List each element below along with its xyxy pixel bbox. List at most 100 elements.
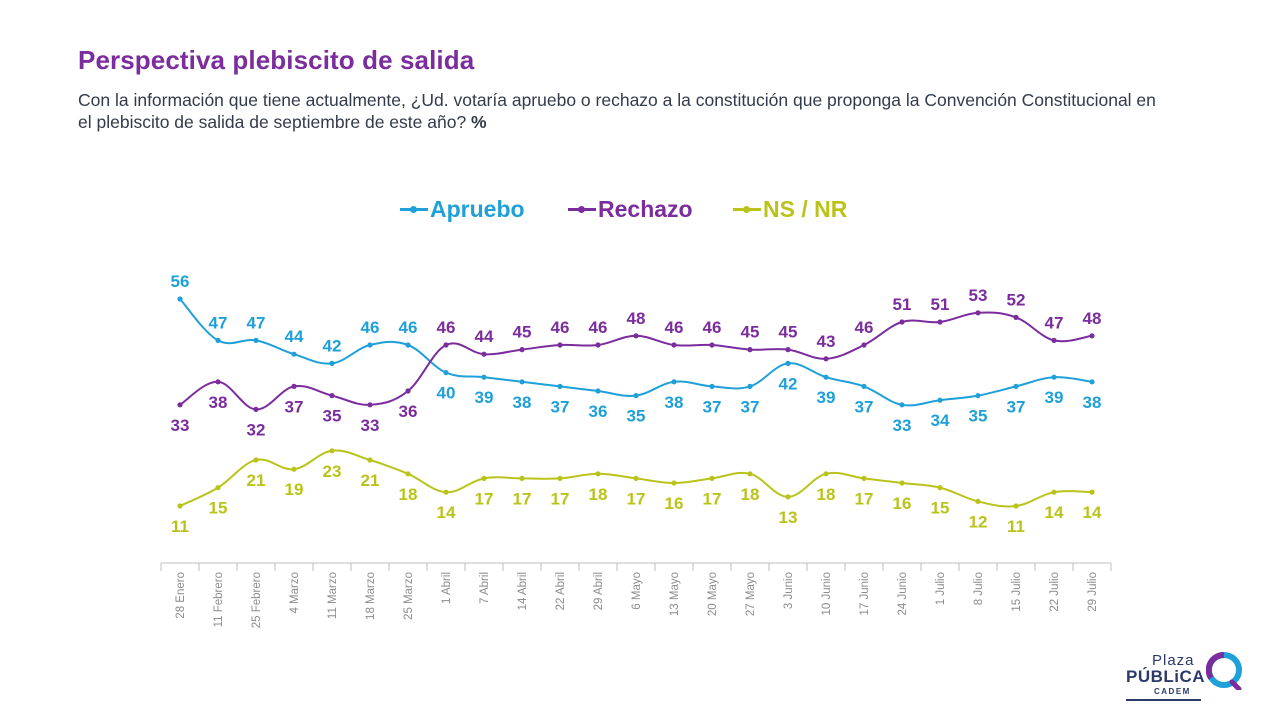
data-point-nsnr [1051, 489, 1057, 495]
data-point-nsnr [215, 485, 221, 491]
data-label-rechazo: 32 [247, 420, 266, 439]
legend-swatch-nsnr [733, 193, 761, 225]
x-tick-label: 15 Julio [1011, 572, 1023, 612]
data-point-nsnr [747, 471, 753, 477]
legend-item-rechazo: Rechazo [568, 193, 693, 225]
data-label-nsnr: 15 [931, 499, 950, 518]
logo-mark-icon [1206, 652, 1242, 690]
data-label-nsnr: 21 [361, 471, 380, 490]
data-point-apruebo [899, 402, 905, 408]
data-point-nsnr [443, 489, 449, 495]
data-point-nsnr [291, 466, 297, 472]
x-tick-label: 29 Julio [1087, 572, 1099, 612]
data-label-nsnr: 18 [399, 485, 418, 504]
data-label-rechazo: 48 [627, 309, 646, 328]
data-point-nsnr [1013, 503, 1019, 509]
x-tick-label: 8 Julio [973, 572, 985, 605]
data-point-nsnr [519, 475, 525, 481]
data-point-rechazo [557, 342, 563, 348]
x-tick-label: 27 Mayo [745, 572, 757, 616]
data-label-nsnr: 16 [893, 494, 912, 513]
logo-text-publica: PÚBLiCA [1126, 667, 1206, 686]
data-label-rechazo: 47 [1045, 313, 1064, 332]
data-label-apruebo: 33 [893, 416, 912, 435]
data-point-nsnr [329, 448, 335, 454]
data-label-apruebo: 37 [741, 397, 760, 416]
data-label-rechazo: 45 [513, 323, 532, 342]
x-tick-label: 18 Marzo [365, 572, 377, 620]
data-label-rechazo: 52 [1007, 290, 1026, 309]
x-tick-label: 4 Marzo [289, 572, 301, 614]
data-label-apruebo: 37 [855, 397, 874, 416]
data-label-apruebo: 44 [285, 327, 304, 346]
x-tick-label: 17 Junio [859, 572, 871, 615]
data-point-apruebo [1051, 374, 1057, 380]
data-point-rechazo [177, 402, 183, 408]
data-label-apruebo: 35 [627, 407, 646, 426]
data-point-rechazo [405, 388, 411, 394]
data-label-rechazo: 33 [171, 416, 190, 435]
data-label-nsnr: 15 [209, 499, 228, 518]
data-label-nsnr: 12 [969, 512, 988, 531]
x-tick-label: 10 Junio [821, 572, 833, 615]
data-label-rechazo: 44 [475, 327, 494, 346]
data-label-nsnr: 17 [627, 489, 646, 508]
data-point-rechazo [671, 342, 677, 348]
data-label-nsnr: 17 [703, 489, 722, 508]
data-label-apruebo: 46 [399, 318, 418, 337]
data-point-apruebo [747, 383, 753, 389]
page-title: Perspectiva plebiscito de salida [78, 45, 475, 75]
data-point-nsnr [1089, 489, 1095, 495]
data-point-nsnr [861, 475, 867, 481]
data-label-nsnr: 11 [1007, 517, 1025, 536]
data-point-apruebo [975, 393, 981, 399]
data-label-apruebo: 38 [665, 393, 684, 412]
data-point-apruebo [215, 337, 221, 343]
data-label-nsnr: 21 [247, 471, 266, 490]
data-point-apruebo [443, 370, 449, 376]
data-label-rechazo: 46 [665, 318, 684, 337]
data-point-rechazo [1013, 314, 1019, 320]
subtitle-text: Con la información que tiene actualmente… [78, 90, 1156, 132]
data-label-rechazo: 46 [703, 318, 722, 337]
data-point-nsnr [671, 480, 677, 486]
data-label-apruebo: 35 [969, 407, 988, 426]
page-subtitle: Con la información que tiene actualmente… [78, 89, 1158, 133]
data-point-apruebo [823, 374, 829, 380]
x-tick-label: 22 Abril [555, 572, 567, 610]
data-point-rechazo [861, 342, 867, 348]
data-point-rechazo [747, 347, 753, 353]
data-label-nsnr: 17 [551, 489, 570, 508]
data-label-rechazo: 45 [741, 323, 760, 342]
data-point-nsnr [975, 498, 981, 504]
data-point-rechazo [291, 383, 297, 389]
data-point-nsnr [937, 485, 943, 491]
data-point-rechazo [1089, 333, 1095, 339]
data-label-rechazo: 37 [285, 397, 304, 416]
data-label-apruebo: 39 [1045, 388, 1064, 407]
data-label-rechazo: 35 [323, 407, 342, 426]
data-label-apruebo: 47 [209, 313, 228, 332]
data-point-rechazo [367, 402, 373, 408]
data-point-rechazo [823, 356, 829, 362]
x-tick-label: 6 Mayo [631, 572, 643, 610]
data-point-rechazo [595, 342, 601, 348]
data-label-apruebo: 37 [1007, 397, 1026, 416]
data-label-nsnr: 23 [323, 462, 342, 481]
data-label-apruebo: 34 [931, 411, 950, 430]
data-label-rechazo: 45 [779, 323, 798, 342]
data-label-rechazo: 51 [893, 295, 912, 314]
logo-text-cadem: CADEM [1154, 687, 1191, 696]
data-point-apruebo [937, 397, 943, 403]
data-label-rechazo: 33 [361, 416, 380, 435]
data-point-rechazo [519, 347, 525, 353]
data-point-apruebo [1089, 379, 1095, 385]
chart-legend: Apruebo Rechazo NS / NR [0, 193, 1269, 225]
data-point-apruebo [367, 342, 373, 348]
data-point-apruebo [861, 383, 867, 389]
data-point-nsnr [405, 471, 411, 477]
data-point-apruebo [1013, 383, 1019, 389]
x-tick-label: 28 Enero [175, 572, 187, 619]
legend-label-nsnr: NS / NR [763, 195, 848, 222]
